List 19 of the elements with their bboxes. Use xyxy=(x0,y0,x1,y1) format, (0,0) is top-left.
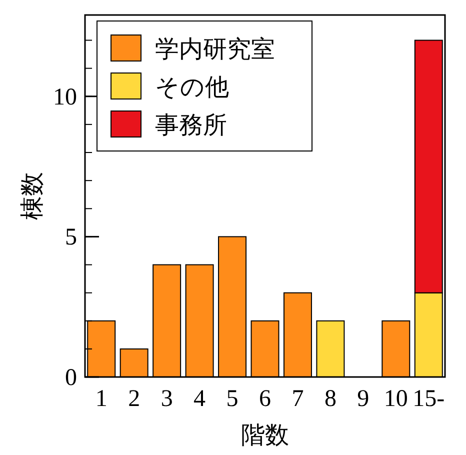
x-tick-label: 10 xyxy=(384,386,408,412)
y-tick-label: 10 xyxy=(53,84,77,110)
y-axis-title: 棟数 xyxy=(20,172,46,220)
y-tick-label: 0 xyxy=(65,365,77,391)
legend-label: 事務所 xyxy=(155,113,227,139)
x-tick-label: 1 xyxy=(95,386,108,412)
x-axis-title: 階数 xyxy=(241,423,289,449)
x-tick-label: 6 xyxy=(259,386,271,412)
legend-label: 学内研究室 xyxy=(155,36,275,63)
x-tick-label: 2 xyxy=(128,386,140,412)
x-tick-label: 9 xyxy=(357,386,370,412)
x-tick-label: 7 xyxy=(292,386,304,412)
y-tick-label: 5 xyxy=(65,224,77,251)
x-tick-label: 8 xyxy=(324,386,336,412)
legend-label: その他 xyxy=(155,75,229,101)
x-tick-label: 5 xyxy=(226,386,238,412)
x-tick-label: 15- xyxy=(412,386,445,412)
x-tick-label: 4 xyxy=(194,386,206,412)
x-tick-label: 3 xyxy=(160,386,173,412)
